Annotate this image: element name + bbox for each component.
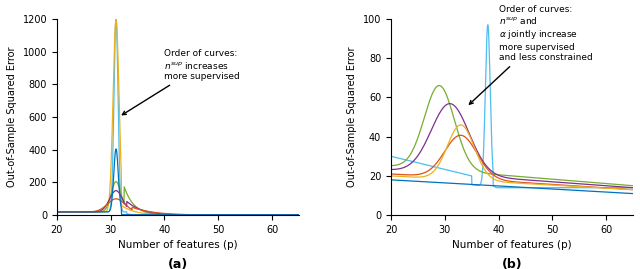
- X-axis label: Number of features (p): Number of features (p): [118, 240, 237, 250]
- Text: (a): (a): [168, 259, 188, 269]
- Text: Order of curves:
$n^{sup}$ increases
more supervised: Order of curves: $n^{sup}$ increases mor…: [122, 49, 240, 115]
- Y-axis label: Out-of-Sample Squared Error: Out-of-Sample Squared Error: [7, 47, 17, 187]
- X-axis label: Number of features (p): Number of features (p): [452, 240, 572, 250]
- Text: (b): (b): [502, 259, 522, 269]
- Text: Order of curves:
$n^{sup}$ and
$\alpha$ jointly increase
more supervised
and les: Order of curves: $n^{sup}$ and $\alpha$ …: [469, 5, 592, 104]
- Y-axis label: Out-of-Sample Squared Error: Out-of-Sample Squared Error: [348, 47, 357, 187]
